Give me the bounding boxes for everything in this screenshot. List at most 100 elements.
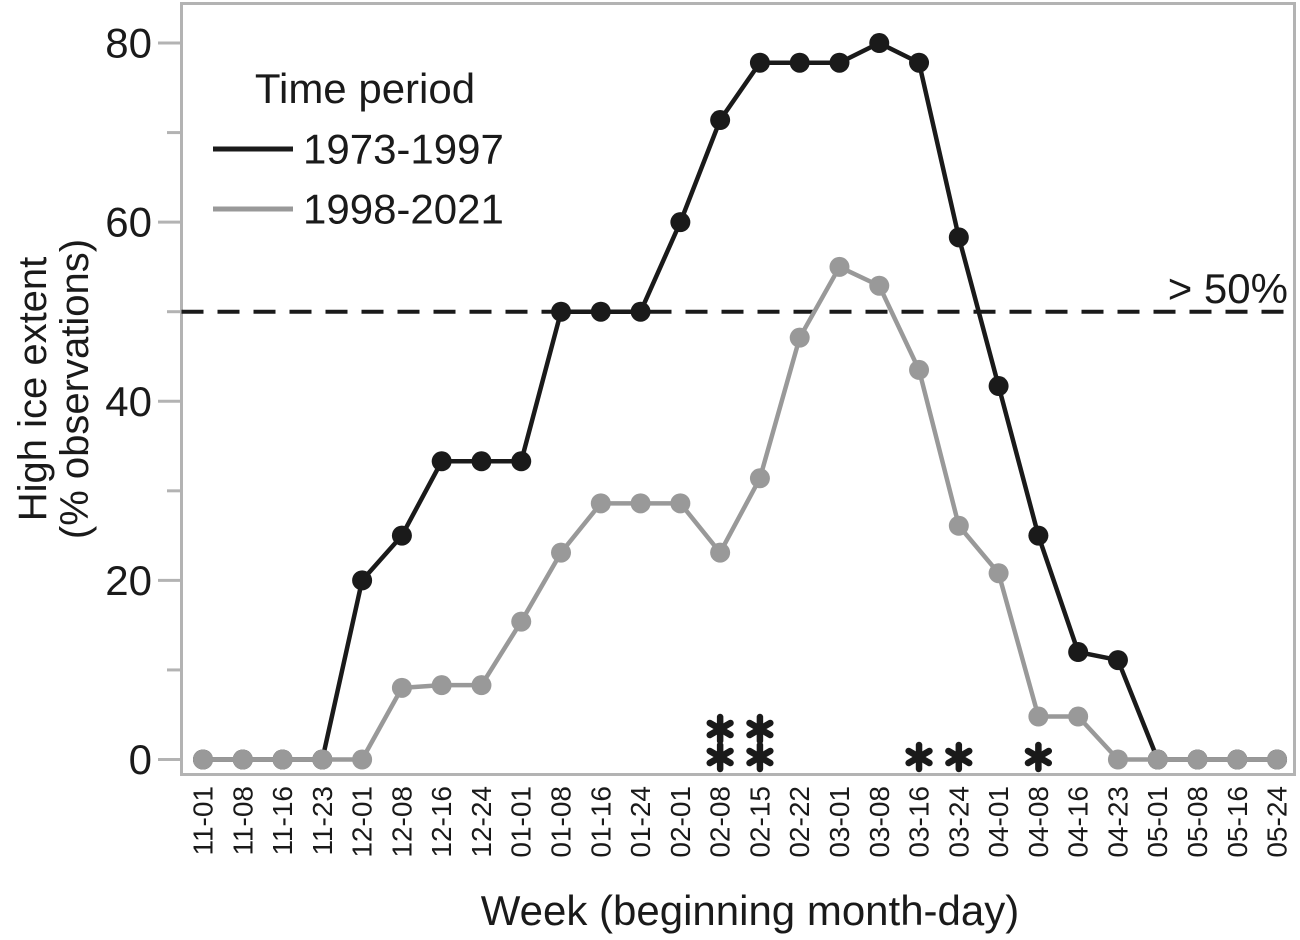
x-tick-label: 04-08	[1023, 786, 1054, 858]
legend-title: Time period	[255, 65, 475, 112]
data-point	[391, 525, 412, 546]
x-tick-label: 11-23	[307, 786, 338, 856]
data-point	[352, 749, 373, 770]
data-point	[312, 749, 333, 770]
data-point	[1227, 749, 1248, 770]
x-tick-label: 02-15	[744, 786, 775, 858]
asterisk-stroke	[1024, 747, 1053, 767]
x-tick-label: 01-08	[546, 786, 577, 858]
data-point	[789, 327, 810, 348]
x-tick-label: 01-16	[585, 786, 616, 858]
series-1998-2021	[193, 256, 1288, 770]
data-point	[869, 33, 890, 54]
y-tick-label: 0	[129, 736, 152, 783]
data-point	[471, 675, 492, 696]
data-point	[988, 376, 1009, 397]
x-tick-label: 12-24	[466, 786, 497, 858]
data-point	[670, 493, 691, 514]
x-tick-label: 05-08	[1182, 786, 1213, 858]
data-point	[948, 515, 969, 536]
y-tick-label: 80	[105, 20, 152, 67]
data-point	[352, 570, 373, 591]
data-point	[829, 52, 850, 73]
data-point	[551, 542, 572, 563]
x-tick-label: 01-01	[506, 786, 537, 858]
series-line	[203, 264, 1278, 762]
x-tick-label: 05-01	[1142, 786, 1173, 858]
x-tick-label: 02-01	[665, 786, 696, 858]
threshold-label: > 50%	[1168, 265, 1288, 312]
x-tick-label: 04-01	[983, 786, 1014, 858]
data-point	[1107, 650, 1128, 671]
plot-frame	[180, 2, 1296, 776]
asterisk-stroke	[706, 719, 734, 739]
data-point	[829, 256, 850, 277]
data-point	[391, 677, 412, 698]
data-point	[1267, 749, 1288, 770]
asterisk-stroke	[905, 747, 933, 767]
asterisk-stroke	[945, 747, 973, 767]
data-point	[909, 52, 930, 73]
data-point	[232, 749, 253, 770]
data-point	[551, 301, 572, 322]
data-point	[710, 110, 731, 131]
y-axis-title-line1: High ice extent	[11, 257, 55, 522]
x-tick-label: 12-16	[426, 786, 457, 858]
data-point	[749, 468, 770, 489]
x-tick-label: 03-08	[864, 786, 895, 858]
legend-label-1973-1997: 1973-1997	[303, 126, 504, 173]
data-point	[471, 451, 492, 472]
x-axis-title: Week (beginning month-day)	[481, 887, 1020, 934]
y-tick-label: 20	[105, 557, 152, 604]
data-point	[511, 611, 532, 632]
data-point	[789, 52, 810, 73]
data-point	[1187, 749, 1208, 770]
x-tick-label: 12-01	[347, 786, 378, 858]
y-axis-title-line2: (% observations)	[53, 239, 97, 539]
x-tick-label: 03-24	[943, 786, 974, 858]
x-tick-label: 11-08	[227, 786, 258, 856]
x-tick-label: 04-23	[1102, 786, 1133, 858]
asterisk-stroke	[706, 747, 734, 767]
x-tick-label: 03-16	[904, 786, 935, 858]
data-point	[1028, 525, 1049, 546]
data-point	[272, 749, 293, 770]
y-tick-label: 60	[105, 199, 152, 246]
y-axis-tick-labels: 0 20 40 60 80	[105, 20, 152, 783]
data-point	[869, 275, 890, 296]
data-point	[1068, 706, 1089, 727]
data-point	[1147, 749, 1168, 770]
x-tick-label: 11-16	[267, 786, 298, 856]
data-point	[590, 493, 611, 514]
x-tick-label: 02-22	[784, 786, 815, 858]
x-tick-label: 03-01	[824, 786, 855, 858]
series-line	[203, 40, 1278, 762]
data-point	[1028, 706, 1049, 727]
data-point	[590, 301, 611, 322]
data-point	[431, 451, 452, 472]
data-point	[710, 542, 731, 563]
data-point	[749, 52, 770, 73]
data-point	[909, 359, 930, 380]
data-point	[431, 675, 452, 696]
x-tick-label: 02-08	[705, 786, 736, 858]
x-tick-label: 11-01	[188, 786, 219, 856]
data-point	[630, 301, 651, 322]
data-point	[1068, 642, 1089, 663]
data-point	[511, 451, 532, 472]
data-point	[948, 227, 969, 248]
data-point	[1107, 749, 1128, 770]
x-tick-label: 05-24	[1262, 786, 1293, 858]
significance-asterisks	[706, 713, 1053, 773]
x-tick-label: 01-24	[625, 786, 656, 858]
y-axis-ticks	[158, 41, 180, 761]
legend-label-1998-2021: 1998-2021	[303, 186, 504, 233]
legend: Time period 1973-1997 1998-2021	[213, 65, 504, 233]
x-tick-label: 04-16	[1063, 786, 1094, 858]
x-tick-label: 12-08	[386, 786, 417, 858]
x-tick-label: 05-16	[1222, 786, 1253, 858]
asterisk-stroke	[746, 719, 774, 739]
data-series	[193, 33, 1288, 770]
